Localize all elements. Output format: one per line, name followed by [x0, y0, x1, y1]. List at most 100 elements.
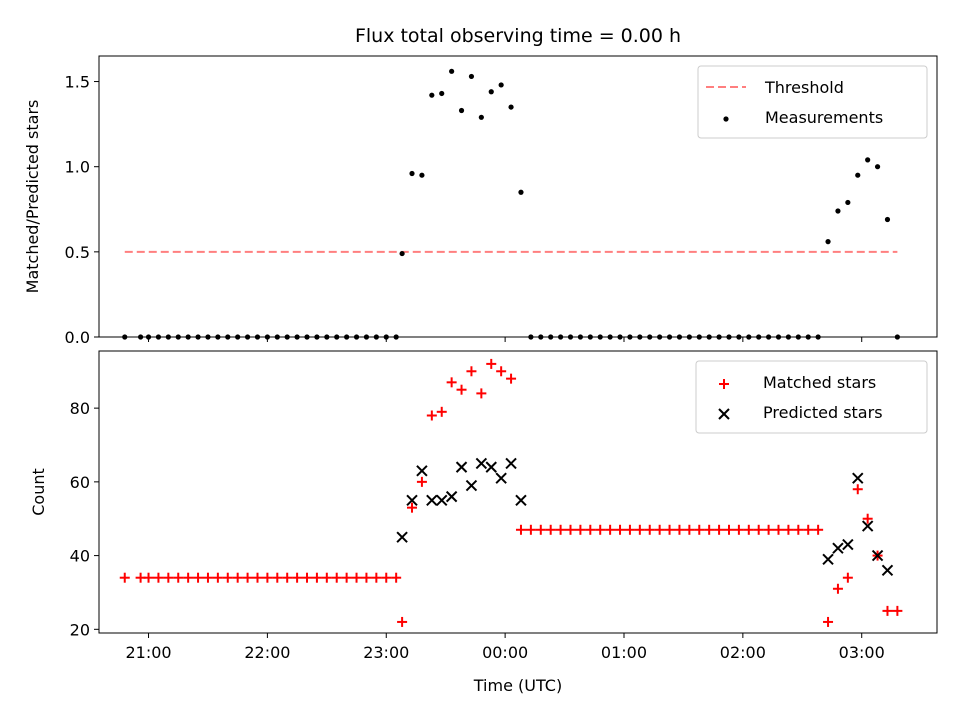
predicted-stars-point-b [406, 494, 418, 507]
predicted-stars-point-b [832, 542, 844, 554]
matched-stars-point [446, 377, 457, 388]
matched-stars-point [436, 406, 447, 417]
predicted-stars-point-b [515, 494, 527, 507]
matched-stars-point [615, 524, 626, 535]
predicted-stars-point [842, 538, 854, 551]
y-tick-label: 40 [70, 547, 90, 566]
matched-stars-point [391, 572, 402, 583]
measurement-point [855, 172, 861, 178]
predicted-stars-point [881, 564, 894, 577]
predicted-stars-point [416, 465, 428, 477]
predicted-stars-point-b [475, 457, 488, 470]
legend-predicted-swatch [718, 408, 730, 420]
bottom-panel-y-axis-label: Count [29, 468, 48, 516]
measurement-point [498, 82, 504, 88]
matched-stars-point [704, 524, 715, 535]
matched-stars-point [575, 524, 586, 535]
predicted-stars-point-b [822, 553, 834, 565]
y-tick-label: 20 [70, 620, 90, 639]
matched-stars-point [664, 524, 675, 535]
measurement-point [429, 92, 435, 98]
matched-stars-point [426, 410, 437, 421]
matched-stars-point [381, 572, 392, 583]
matched-stars-point [153, 572, 164, 583]
predicted-stars-point [475, 457, 488, 470]
x-tick-label: 23:00 [363, 643, 409, 662]
matched-stars-point [813, 524, 824, 535]
matched-stars-point [842, 572, 853, 583]
matched-stars-point [763, 524, 774, 535]
matched-stars-point [119, 572, 130, 583]
matched-stars-point [476, 388, 487, 399]
legend-frame [697, 65, 928, 139]
x-tick-label: 02:00 [720, 643, 766, 662]
predicted-stars-point [436, 494, 448, 507]
matched-stars-point [242, 572, 253, 583]
measurement-point [468, 73, 475, 80]
y-tick-label: 60 [70, 473, 90, 492]
matched-stars-point [694, 524, 705, 535]
predicted-stars-point-b [852, 472, 864, 484]
predicted-stars-point-b [465, 479, 478, 492]
predicted-stars-point-b [426, 494, 438, 507]
legend-label: Predicted stars [763, 403, 883, 422]
matched-stars-point [212, 572, 223, 583]
predicted-stars-point-b [416, 465, 428, 477]
bottom-panel-frame [98, 350, 938, 634]
matched-stars-point [311, 572, 322, 583]
predicted-stars-point [455, 461, 468, 473]
predicted-stars-point-b [436, 494, 448, 507]
y-tick-label: 0.5 [65, 243, 90, 262]
legend-measurement-swatch [723, 116, 729, 122]
predicted-stars-point [861, 520, 874, 532]
predicted-stars-point-b [455, 461, 468, 473]
measurement-point [865, 157, 871, 163]
measurement-point [884, 216, 891, 223]
matched-stars-point [272, 572, 283, 583]
matched-stars-point [555, 524, 566, 535]
y-tick-label: 1.0 [65, 158, 90, 177]
matched-stars-point [882, 605, 893, 616]
matched-stars-point [193, 572, 204, 583]
x-tick-label: 01:00 [601, 643, 647, 662]
matched-stars-point [624, 524, 635, 535]
predicted-stars-point [485, 461, 497, 473]
measurement-point [874, 164, 881, 170]
matched-stars-point [674, 524, 685, 535]
matched-stars-point [143, 572, 154, 583]
measurement-point [399, 250, 405, 257]
matched-stars-point [232, 572, 243, 583]
legend-label: Threshold [764, 78, 844, 97]
matched-stars-point [723, 524, 734, 535]
matched-stars-point [852, 484, 863, 495]
bottom-panel-y-ticks: 20 40 60 80 [70, 399, 99, 639]
x-tick-label: 00:00 [482, 643, 528, 662]
matched-stars-point [525, 524, 536, 535]
predicted-stars-point [832, 542, 844, 554]
matched-stars-point [565, 524, 576, 535]
measurement-point [449, 68, 455, 74]
matched-stars-point [183, 572, 194, 583]
predicted-stars-point [396, 531, 408, 543]
matched-stars-point [397, 616, 408, 627]
matched-stars-point [585, 524, 596, 535]
bottom-panel-x-axis-label: Time (UTC) [473, 676, 562, 695]
matched-stars-point [892, 605, 903, 616]
matched-stars-point [515, 524, 526, 535]
predicted-stars-point-b [485, 461, 497, 473]
x-tick-label: 21:00 [125, 643, 171, 662]
predicted-stars-point [426, 494, 438, 507]
bottom-panel-legend: Matched stars Predicted stars [695, 360, 928, 434]
matched-stars-point [252, 572, 263, 583]
matched-stars-point [163, 572, 174, 583]
matched-stars-point [416, 476, 427, 487]
measurement-point [518, 189, 524, 195]
matched-stars-point [466, 366, 477, 377]
matched-stars-point [862, 513, 873, 524]
predicted-stars-point [822, 553, 834, 565]
matched-stars-point [321, 572, 332, 583]
top-panel-y-ticks: 0.0 0.5 1.0 1.5 [65, 73, 99, 347]
legend-predicted-swatch-b [718, 408, 730, 420]
matched-stars-point [496, 366, 507, 377]
